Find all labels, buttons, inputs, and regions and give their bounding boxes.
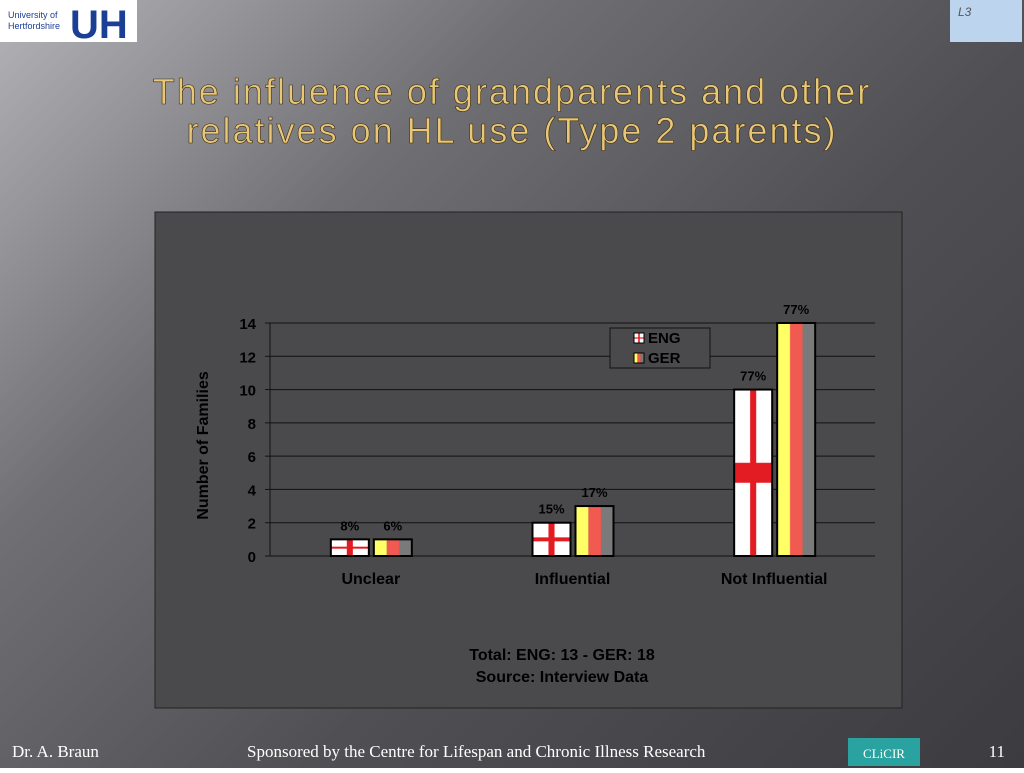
legend-swatch bbox=[633, 352, 645, 364]
percent-label: 6% bbox=[383, 518, 402, 533]
chart: 0 2 4 6 8 10 12 14 Number of Families Unclear 8% 6%… bbox=[195, 302, 875, 686]
percent-label: 15% bbox=[538, 502, 564, 517]
chart-note: Total: ENG: 13 - GER: 18 bbox=[469, 647, 655, 664]
title: The influence of grandparents and other bbox=[153, 71, 871, 112]
bar bbox=[776, 322, 817, 557]
bar bbox=[329, 538, 370, 557]
footer-sponsor: Sponsored by the Centre for Lifespan and… bbox=[247, 742, 706, 761]
legend: ENG GER bbox=[609, 327, 711, 369]
badge-box bbox=[950, 0, 1022, 42]
y-tick-label: 10 bbox=[239, 383, 256, 400]
percent-label: 77% bbox=[783, 302, 809, 317]
sponsor-logo: CLiCIR bbox=[863, 746, 905, 761]
percent-label: 17% bbox=[581, 485, 607, 500]
x-tick-label: Not Influential bbox=[721, 571, 828, 588]
y-tick-label: 2 bbox=[248, 516, 256, 533]
footer-author: Dr. A. Braun bbox=[12, 742, 99, 761]
chart-note: Source: Interview Data bbox=[476, 669, 649, 686]
page-number: 11 bbox=[989, 742, 1005, 761]
legend-label: GER bbox=[648, 350, 681, 367]
y-tick-label: 8 bbox=[248, 416, 256, 433]
legend-box bbox=[609, 327, 711, 369]
y-axis-label: Number of Families bbox=[195, 371, 212, 520]
x-tick-label: Unclear bbox=[341, 571, 400, 588]
y-tick-label: 0 bbox=[248, 549, 256, 566]
sponsor-logo-box bbox=[848, 738, 920, 766]
y-tick-label: 14 bbox=[239, 316, 256, 333]
logo-box bbox=[0, 0, 137, 42]
bar bbox=[531, 521, 572, 558]
percent-label: 77% bbox=[740, 369, 766, 384]
legend-swatch bbox=[633, 332, 645, 344]
percent-label: 8% bbox=[340, 518, 359, 533]
title: relatives on HL use (Type 2 parents) bbox=[187, 110, 838, 151]
logo-text: University of bbox=[8, 10, 58, 20]
y-tick-label: 12 bbox=[239, 349, 256, 366]
bar bbox=[574, 505, 615, 558]
badge-text: L3 bbox=[958, 5, 972, 19]
x-tick-label: Influential bbox=[535, 571, 611, 588]
logo-mark: UH bbox=[70, 3, 128, 47]
logo-text: Hertfordshire bbox=[8, 21, 60, 31]
legend-label: ENG bbox=[648, 330, 681, 347]
y-tick-label: 4 bbox=[248, 482, 257, 499]
bar bbox=[733, 388, 774, 558]
bar bbox=[372, 538, 413, 557]
y-tick-label: 6 bbox=[248, 449, 256, 466]
